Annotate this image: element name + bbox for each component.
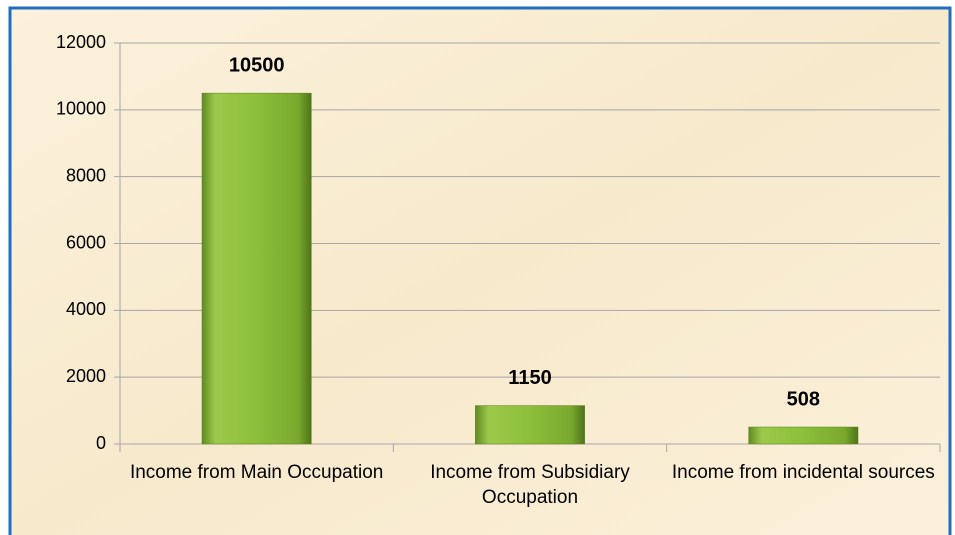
x-tick-label: Income from incidental sources bbox=[671, 462, 935, 483]
value-label: 10500 bbox=[229, 54, 285, 76]
background bbox=[11, 9, 949, 535]
value-label: 508 bbox=[787, 388, 820, 410]
x-tick-label: Income from Main Occupation bbox=[129, 462, 384, 483]
y-tick-label: 2000 bbox=[66, 366, 106, 386]
value-label: 1150 bbox=[508, 367, 551, 389]
y-tick-label: 8000 bbox=[66, 165, 106, 185]
y-tick-label: 12000 bbox=[56, 32, 106, 52]
y-tick-label: 10000 bbox=[56, 99, 106, 119]
x-tick-label: Income from Subsidiary Occupation bbox=[430, 462, 630, 508]
y-tick-label: 0 bbox=[96, 433, 106, 453]
y-tick-label: 4000 bbox=[66, 299, 106, 319]
y-tick-label: 6000 bbox=[66, 232, 106, 252]
bar bbox=[748, 426, 859, 445]
frame bbox=[8, 6, 952, 535]
bar bbox=[475, 405, 585, 445]
bar bbox=[201, 92, 312, 445]
